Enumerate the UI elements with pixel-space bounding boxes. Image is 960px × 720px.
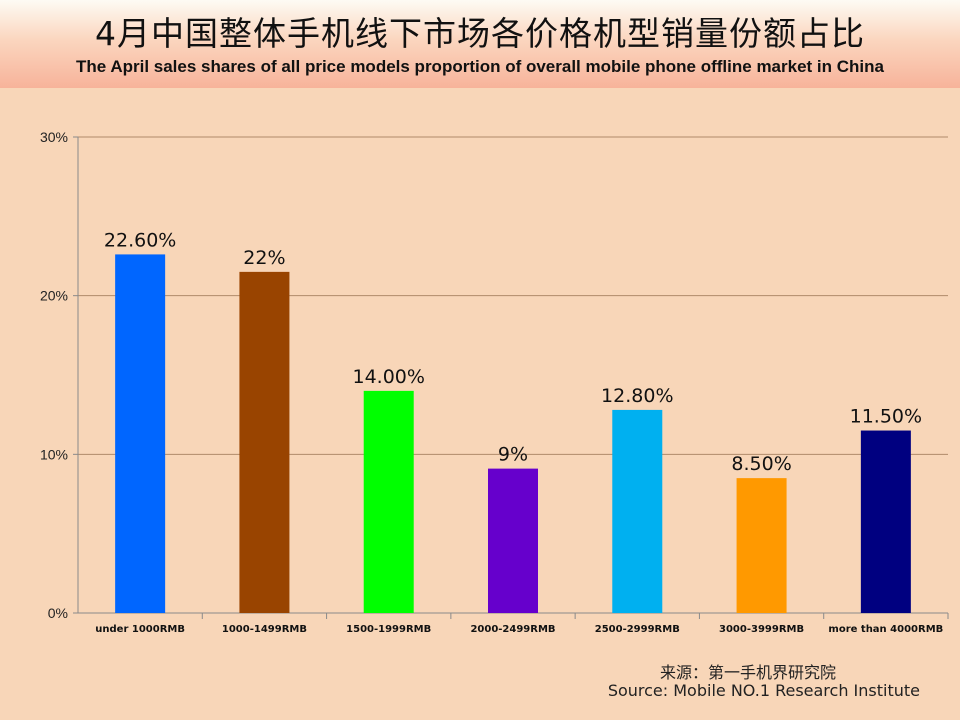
y-tick-label: 10% (40, 446, 68, 462)
x-tick-label: 1000-1499RMB (222, 624, 307, 635)
source-cn: 来源：第一手机界研究院 (660, 663, 837, 682)
data-label: 22% (243, 247, 285, 269)
bar (363, 390, 414, 613)
data-label: 22.60% (104, 229, 176, 251)
x-tick-label: under 1000RMB (95, 624, 185, 635)
data-label: 9% (498, 444, 528, 466)
bar (239, 271, 290, 613)
bar (736, 478, 787, 613)
source-en: Source: Mobile NO.1 Research Institute (607, 681, 920, 700)
data-label: 8.50% (731, 453, 791, 475)
x-tick-label: 2500-2999RMB (595, 624, 680, 635)
y-tick-label: 20% (40, 288, 68, 304)
x-tick-label: more than 4000RMB (828, 624, 943, 635)
title-band: 4月中国整体手机线下市场各价格机型销量份额占比 The April sales … (0, 0, 960, 88)
data-label: 11.50% (850, 406, 922, 428)
data-label: 14.00% (352, 366, 424, 388)
bar (860, 430, 911, 613)
y-tick-label: 30% (40, 129, 68, 145)
chart-title: 4月中国整体手机线下市场各价格机型销量份额占比 (95, 14, 865, 53)
data-label: 12.80% (601, 385, 673, 407)
y-tick-label: 0% (48, 605, 68, 621)
x-tick-label: 2000-2499RMB (470, 624, 555, 635)
bar (488, 468, 538, 613)
chart-subtitle: The April sales shares of all price mode… (76, 57, 884, 76)
x-tick-label: 3000-3999RMB (719, 624, 804, 635)
x-tick-label: 1500-1999RMB (346, 624, 431, 635)
bar (115, 254, 166, 613)
bar (612, 409, 663, 613)
